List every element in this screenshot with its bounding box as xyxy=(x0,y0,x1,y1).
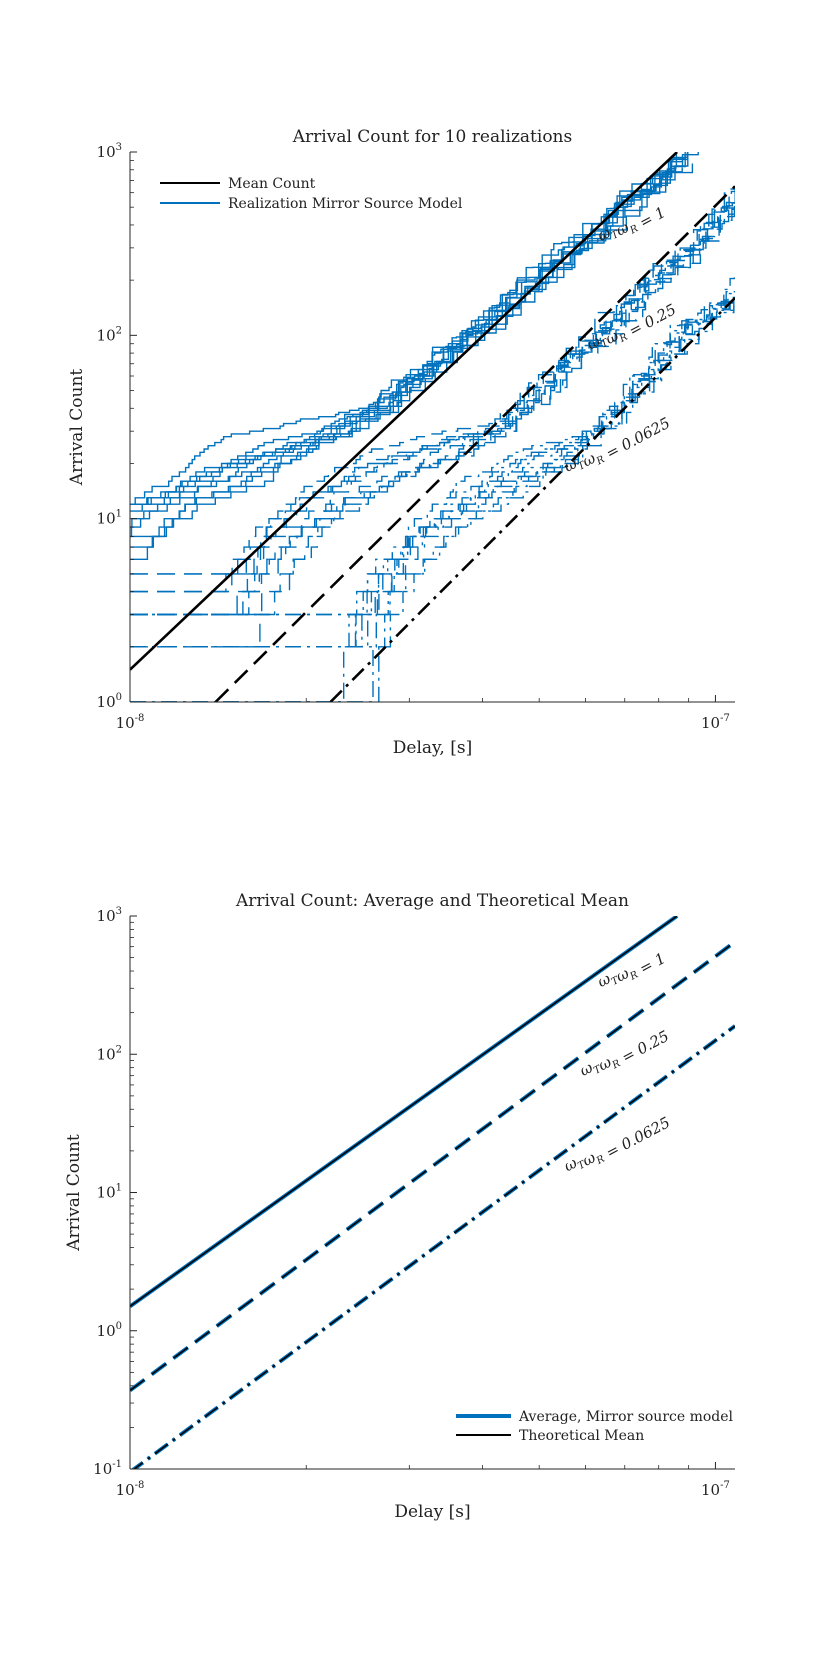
realization-line-t-r-1-2 xyxy=(130,155,686,548)
y-tick-label: 10-1 xyxy=(93,1459,122,1478)
chart-average-theoretical-mean: 10-1 100 101 102 103 10-8 10-7 Arrival Count: A… xyxy=(64,891,735,1522)
realization-line-t-r-1-9 xyxy=(130,154,689,512)
x-axis-label: Delay, [s] xyxy=(393,738,472,758)
realization-line-t-r-0-0625-10 xyxy=(130,296,735,648)
x-tick-label: 10-8 xyxy=(116,713,145,732)
legend-label: Average, Mirror source model xyxy=(518,1409,734,1425)
y-tick-label: 100 xyxy=(97,692,122,711)
y-tick-label: 102 xyxy=(97,325,122,344)
mean-line-t-r-0-25 xyxy=(214,185,735,702)
axes: 100 101 102 103 10-8 10-7 xyxy=(97,142,735,732)
realization-line-t-r-0-0625-9 xyxy=(130,301,735,616)
x-axis-label: Delay [s] xyxy=(394,1502,470,1522)
realization-line-t-r-0-25-1 xyxy=(130,190,735,593)
y-tick-label: 102 xyxy=(97,1044,122,1063)
x-tick-label: 10-7 xyxy=(701,1480,730,1499)
y-tick-label: 101 xyxy=(97,1183,122,1202)
mean-line-t-r-0-0625 xyxy=(329,296,735,702)
legend-entry: Mean Count xyxy=(160,176,316,192)
realization-line-t-r-0-0625-4 xyxy=(130,302,735,616)
legend-label: Mean Count xyxy=(228,176,316,192)
chart-arrival-count-realizations: 100 101 102 103 10-8 10-7 Arrival Count for 10… xyxy=(67,127,735,758)
realization-line-t-r-0-0625-6 xyxy=(130,296,735,648)
legend: Average, Mirror source model Theoretical … xyxy=(456,1409,734,1444)
realization-line-t-r-0-0625-5 xyxy=(130,291,735,702)
axes: 10-1 100 101 102 103 10-8 10-7 xyxy=(93,906,735,1499)
chart-title: Arrival Count: Average and Theoretical M… xyxy=(235,891,629,911)
realization-line-t-r-0-0625-1 xyxy=(130,305,735,702)
x-tick-label: 10-8 xyxy=(116,1480,145,1499)
realization-line-t-r-1-7 xyxy=(130,152,686,505)
legend-label: Realization Mirror Source Model xyxy=(228,196,463,212)
y-tick-label: 103 xyxy=(97,142,122,161)
theoretical-line-t-r-1 xyxy=(130,916,678,1308)
y-tick-label: 103 xyxy=(97,906,122,925)
legend-entry: Theoretical Mean xyxy=(456,1428,644,1444)
x-tick-label: 10-7 xyxy=(701,713,730,732)
realization-line-t-r-1-6 xyxy=(130,152,689,538)
legend-entry: Average, Mirror source model xyxy=(456,1409,734,1425)
realization-line-t-r-0-25-8 xyxy=(130,205,735,593)
mean-line-t-r-1 xyxy=(130,152,678,671)
legend-entry: Realization Mirror Source Model xyxy=(160,196,463,212)
realization-line-t-r-0-25-10 xyxy=(130,184,735,575)
y-axis-label: Arrival Count xyxy=(67,369,87,487)
legend-label: Theoretical Mean xyxy=(519,1428,644,1444)
theoretical-line-t-r-0-25 xyxy=(130,941,735,1392)
theoretical-line-t-r-0-0625 xyxy=(132,1025,735,1469)
chart-title: Arrival Count for 10 realizations xyxy=(292,127,572,147)
realization-line-t-r-0-25-7 xyxy=(130,202,735,616)
y-tick-label: 101 xyxy=(97,509,122,528)
plot-area xyxy=(130,916,735,1469)
realization-line-t-r-0-25-9 xyxy=(130,189,735,616)
y-tick-label: 100 xyxy=(97,1321,122,1340)
y-axis-label: Arrival Count xyxy=(64,1134,84,1252)
realization-line-t-r-1-10 xyxy=(130,152,688,560)
legend: Mean Count Realization Mirror Source Mode… xyxy=(160,176,463,212)
plot-area xyxy=(130,152,735,702)
